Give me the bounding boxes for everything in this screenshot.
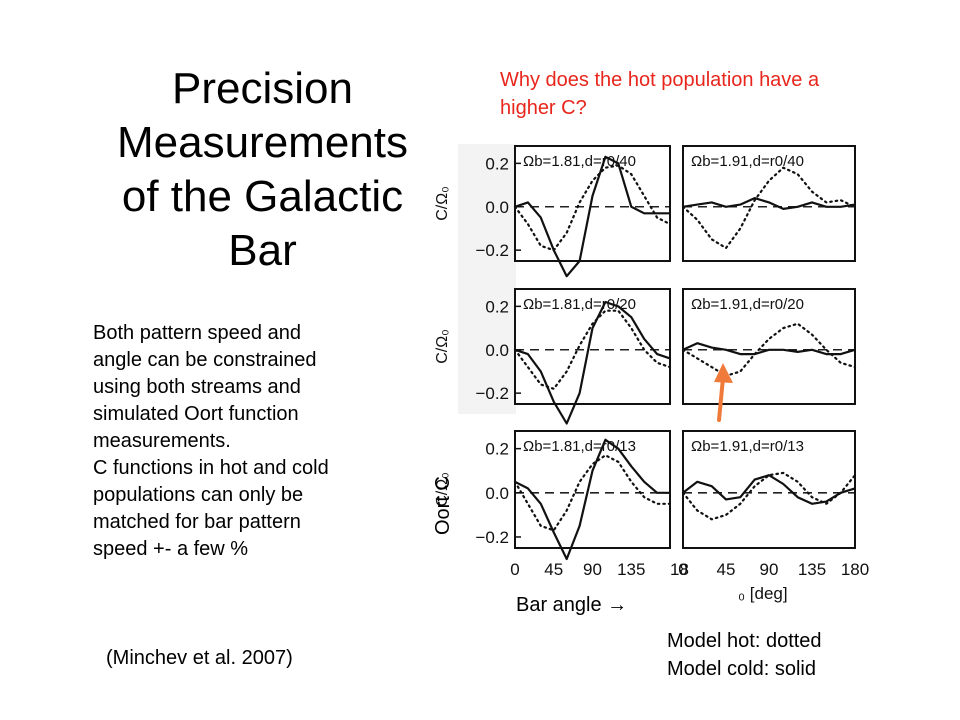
cold-series-line <box>682 342 856 356</box>
y-tick-label: −0.2 <box>475 528 509 547</box>
body-line: angle can be constrained <box>93 349 317 371</box>
hot-series-line <box>681 322 857 377</box>
body-line: Both pattern speed and <box>93 322 301 344</box>
hot-series-line <box>513 164 672 252</box>
x-tick-label: 0 <box>510 560 519 579</box>
question-note: Why does the hot population have a highe… <box>500 69 820 119</box>
x-tick-label: 45 <box>544 560 563 579</box>
legend-hot: Model hot: dotted <box>667 630 822 652</box>
body-text: Both pattern speed and angle can be cons… <box>93 320 423 563</box>
panel-label: Ωb=1.81,d=r0/13 <box>523 438 636 455</box>
legend-cold: Model cold: solid <box>667 658 816 680</box>
x-tick-label: 0 <box>678 560 687 579</box>
y-axis-label: Oort C <box>432 476 454 535</box>
x-tick-label: 180 <box>841 560 869 579</box>
y-tick-label: −0.2 <box>475 241 509 260</box>
body-line: speed +- a few % <box>93 538 249 560</box>
slide-title: Precision Measurements of the Galactic B… <box>90 62 435 278</box>
y-tick-label: 0.2 <box>485 154 509 173</box>
cold-series-line <box>682 474 856 505</box>
panel-frame <box>514 145 671 262</box>
body-line: measurements. <box>93 430 231 452</box>
citation: (Minchev et al. 2007) <box>106 647 293 669</box>
x-tick-label: 135 <box>617 560 645 579</box>
x-axis-label: Bar angle → <box>516 594 628 616</box>
panel-label: Ωb=1.91,d=r0/40 <box>691 153 804 170</box>
body-line: C functions in hot and cold <box>93 457 329 479</box>
x-tick-label: 135 <box>798 560 826 579</box>
title-line: Precision <box>172 64 353 113</box>
figure-backdrop <box>458 144 516 414</box>
x-axis-title-fragment: ₀ [deg] <box>738 584 788 603</box>
panel-frame <box>682 430 856 549</box>
y-tick-label: 0.0 <box>485 198 509 217</box>
body-line: populations can only be <box>93 484 304 506</box>
row-axis-label: C/Ω₀ <box>434 186 451 221</box>
title-line: of the Galactic <box>121 172 404 221</box>
panel-label: Ωb=1.81,d=r0/40 <box>523 153 636 170</box>
cold-series-line <box>682 197 856 210</box>
legend: Model hot: dotted Model cold: solid <box>667 627 822 683</box>
panel-label: Ωb=1.91,d=r0/13 <box>691 438 804 455</box>
body-line: using both streams and <box>93 376 301 398</box>
x-tick-label: 45 <box>717 560 736 579</box>
row-axis-label: C/Ω₀ <box>434 329 451 364</box>
y-tick-label: −0.2 <box>475 384 509 403</box>
hot-series-line <box>513 454 672 532</box>
panel-frame <box>514 430 671 549</box>
title-line: Bar <box>228 226 297 275</box>
panel-label: Ωb=1.91,d=r0/20 <box>691 296 804 313</box>
panel-frame <box>682 145 856 262</box>
y-tick-label: 0.2 <box>485 297 509 316</box>
panel-frame <box>682 288 856 405</box>
panel-frame <box>514 288 671 405</box>
panel-label: Ωb=1.81,d=r0/20 <box>523 296 636 313</box>
x-tick-label: 90 <box>760 560 779 579</box>
cold-series-line <box>514 300 671 425</box>
hot-series-line <box>681 471 857 521</box>
x-tick-label: 18 <box>670 560 689 579</box>
row-axis-label: C/Ω₀ <box>434 472 451 507</box>
y-tick-label: 0.0 <box>485 341 509 360</box>
annotation-arrow <box>717 376 725 422</box>
hot-series-line <box>681 166 857 250</box>
hot-series-line <box>513 309 672 390</box>
x-tick-label: 90 <box>583 560 602 579</box>
y-tick-label: 0.2 <box>485 440 509 459</box>
body-line: matched for bar pattern <box>93 511 301 533</box>
y-tick-label: 0.0 <box>485 484 509 503</box>
cold-series-line <box>514 438 670 561</box>
title-line: Measurements <box>116 118 408 167</box>
cold-series-line <box>514 155 670 278</box>
body-line: simulated Oort function <box>93 403 299 425</box>
annotation-arrow-head <box>714 363 733 383</box>
